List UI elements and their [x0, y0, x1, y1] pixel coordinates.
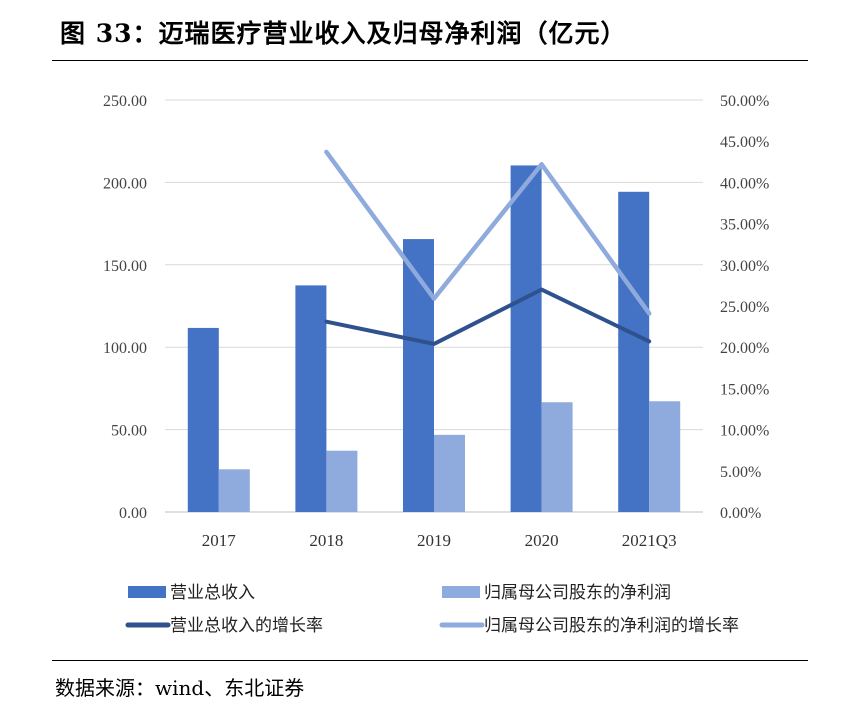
source-rule [52, 660, 808, 661]
right-axis-ticks: 0.00% 5.00% 10.00% 15.00% 20.00% 25.00% 30.00%… [720, 93, 769, 522]
title-rule [52, 60, 808, 61]
line-revenue-growth [324, 287, 652, 346]
category-label: 2021Q3 [622, 531, 677, 550]
bar-series [187, 165, 681, 513]
legend-swatch-bar [442, 586, 480, 598]
right-tick-label: 30.00% [720, 258, 769, 275]
right-tick-label: 25.00% [720, 299, 769, 316]
bar-net-profit [218, 469, 250, 512]
category-label: 2017 [202, 531, 237, 550]
line-net-profit-growth [324, 149, 652, 316]
figure-title: 图 33：迈瑞医疗营业收入及归母净利润（亿元） [60, 19, 627, 48]
category-label: 2018 [309, 531, 343, 550]
bar-revenue [618, 191, 650, 513]
right-tick-label: 50.00% [720, 93, 769, 110]
right-tick-label: 40.00% [720, 175, 769, 192]
right-tick-label: 15.00% [720, 381, 769, 398]
right-tick-label: 35.00% [720, 217, 769, 234]
legend-label: 营业总收入的增长率 [170, 616, 323, 636]
left-tick-label: 150.00 [103, 258, 147, 275]
combo-chart: 0.00 50.00 100.00 150.00 200.00 250.00 0.00% 5… [103, 93, 769, 636]
right-tick-label: 5.00% [720, 464, 761, 481]
left-tick-label: 250.00 [103, 93, 147, 110]
left-tick-label: 200.00 [103, 175, 147, 192]
category-axis: 2017 2018 2019 2020 2021Q3 [202, 531, 677, 550]
bar-net-profit [649, 401, 681, 512]
bar-revenue [510, 165, 542, 512]
bar-net-profit [541, 402, 573, 512]
right-tick-label: 0.00% [720, 505, 761, 522]
category-label: 2019 [417, 531, 451, 550]
legend-label: 归属母公司股东的净利润 [484, 583, 671, 603]
left-tick-label: 50.00 [111, 423, 147, 440]
left-tick-label: 0.00 [119, 505, 147, 522]
bar-revenue [187, 327, 219, 512]
left-tick-label: 100.00 [103, 340, 147, 357]
line-series [324, 149, 652, 346]
source-note: 数据来源：wind、东北证券 [55, 676, 305, 700]
category-label: 2020 [525, 531, 559, 550]
bar-revenue [295, 285, 327, 512]
legend-swatch-bar [128, 586, 166, 598]
bar-revenue [403, 239, 434, 513]
right-tick-label: 10.00% [720, 423, 769, 440]
legend-label: 营业总收入 [170, 583, 255, 603]
bar-net-profit [326, 450, 358, 512]
legend-label: 归属母公司股东的净利润的增长率 [484, 616, 739, 636]
bar-net-profit [434, 434, 465, 512]
right-tick-label: 45.00% [720, 134, 769, 151]
left-axis-ticks: 0.00 50.00 100.00 150.00 200.00 250.00 [103, 93, 147, 522]
right-tick-label: 20.00% [720, 340, 769, 357]
